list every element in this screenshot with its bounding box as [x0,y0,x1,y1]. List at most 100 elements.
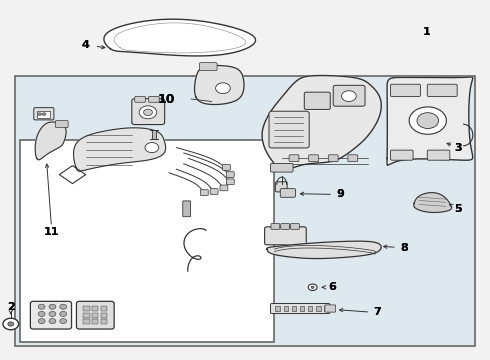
Text: 6: 6 [328,282,336,292]
Circle shape [49,311,56,316]
Text: 11: 11 [44,227,59,237]
FancyBboxPatch shape [270,303,330,314]
Bar [83,306,90,311]
Polygon shape [262,76,381,171]
FancyBboxPatch shape [135,96,146,102]
Text: 7: 7 [373,307,381,317]
FancyBboxPatch shape [30,301,72,329]
FancyBboxPatch shape [348,155,358,162]
Bar [324,306,329,311]
Bar [300,306,304,311]
Circle shape [49,304,56,309]
Polygon shape [35,122,66,160]
Polygon shape [59,166,86,184]
Circle shape [145,143,159,153]
Circle shape [409,107,446,134]
Polygon shape [267,241,381,258]
FancyBboxPatch shape [328,155,338,162]
FancyBboxPatch shape [220,185,228,191]
Circle shape [308,284,317,291]
FancyBboxPatch shape [222,165,230,170]
Circle shape [60,311,67,316]
FancyBboxPatch shape [309,155,318,162]
Circle shape [311,286,314,288]
Text: 2: 2 [7,302,15,312]
FancyBboxPatch shape [304,92,330,109]
Bar [83,313,90,318]
FancyBboxPatch shape [199,63,217,71]
Bar [284,306,288,311]
Text: 4: 4 [82,40,90,50]
FancyBboxPatch shape [333,85,365,106]
FancyBboxPatch shape [270,163,293,172]
Text: 4: 4 [82,40,90,50]
FancyBboxPatch shape [427,150,450,160]
Circle shape [144,109,152,116]
Circle shape [38,304,45,309]
FancyBboxPatch shape [275,182,287,192]
Bar [92,319,98,324]
Circle shape [417,113,439,129]
Polygon shape [387,77,473,165]
FancyBboxPatch shape [265,227,306,245]
Circle shape [60,304,67,309]
Bar [101,313,107,318]
FancyBboxPatch shape [226,179,234,185]
Text: 11: 11 [44,227,59,237]
FancyBboxPatch shape [132,99,165,125]
FancyBboxPatch shape [226,172,234,177]
Text: 5: 5 [454,204,462,214]
Text: 8: 8 [400,243,408,253]
Text: 6: 6 [328,282,336,292]
FancyBboxPatch shape [37,111,50,118]
Circle shape [49,319,56,324]
Bar [308,306,313,311]
FancyBboxPatch shape [325,305,336,312]
FancyBboxPatch shape [281,224,290,229]
FancyBboxPatch shape [148,96,159,102]
Text: 9: 9 [337,189,344,199]
FancyBboxPatch shape [200,190,208,195]
Polygon shape [195,66,244,104]
Circle shape [38,319,45,324]
FancyBboxPatch shape [55,121,68,127]
Polygon shape [74,128,166,171]
Text: 2: 2 [7,302,15,312]
Text: 3: 3 [454,143,462,153]
FancyBboxPatch shape [427,84,457,96]
Circle shape [8,322,14,326]
Circle shape [216,83,230,94]
FancyBboxPatch shape [280,189,295,197]
Bar [15,76,475,346]
Circle shape [3,318,19,330]
FancyBboxPatch shape [152,130,156,139]
Text: 7: 7 [373,307,381,317]
Bar [316,306,320,311]
Bar [20,140,274,342]
Polygon shape [414,193,452,212]
Circle shape [42,113,46,116]
FancyBboxPatch shape [391,84,420,96]
Text: 3: 3 [454,143,462,153]
Bar [101,319,107,324]
FancyBboxPatch shape [291,224,299,229]
Circle shape [38,113,42,116]
Text: 10: 10 [158,93,175,105]
FancyBboxPatch shape [210,189,218,194]
Polygon shape [104,19,256,56]
Text: 1: 1 [422,27,430,37]
Bar [275,306,280,311]
Bar [101,306,107,311]
Bar [83,319,90,324]
Circle shape [38,311,45,316]
Circle shape [60,319,67,324]
FancyBboxPatch shape [34,108,54,120]
Text: 9: 9 [337,189,344,199]
FancyBboxPatch shape [391,150,413,160]
Circle shape [139,106,157,119]
FancyBboxPatch shape [269,111,309,148]
Bar [92,313,98,318]
Text: 1: 1 [422,27,430,37]
FancyBboxPatch shape [76,301,114,329]
FancyBboxPatch shape [289,155,299,162]
